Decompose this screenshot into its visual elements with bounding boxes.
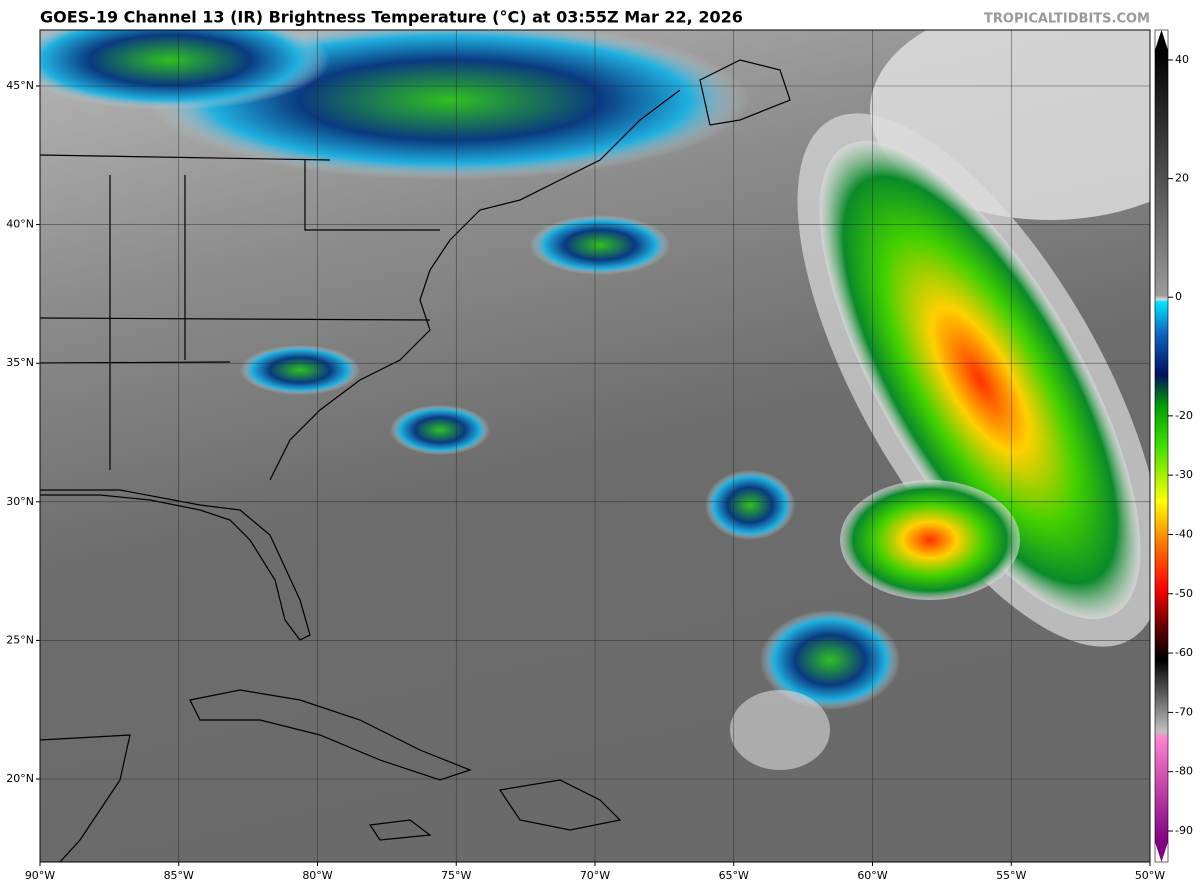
- lat-label: 40°N: [6, 218, 34, 231]
- lon-label: 75°W: [441, 869, 471, 882]
- colorbar-tick-label: -40: [1175, 527, 1193, 540]
- lat-label: 20°N: [6, 772, 34, 785]
- colorbar-tick-label: -90: [1175, 824, 1193, 837]
- lon-label: 80°W: [302, 869, 332, 882]
- lon-label: 90°W: [25, 869, 55, 882]
- lon-label: 85°W: [164, 869, 194, 882]
- lon-label: 65°W: [719, 869, 749, 882]
- colorbar-tick-label: 0: [1175, 290, 1182, 303]
- lat-label: 45°N: [6, 79, 34, 92]
- colorbar-tick-label: -30: [1175, 468, 1193, 481]
- colorbar-tick-label: 20: [1175, 172, 1189, 185]
- lon-label: 60°W: [857, 869, 887, 882]
- colorbar-tick-label: -80: [1175, 765, 1193, 778]
- colorbar-tick-label: -20: [1175, 409, 1193, 422]
- lat-label: 25°N: [6, 633, 34, 646]
- watermark: TROPICALTIDBITS.COM: [984, 12, 1150, 27]
- colorbar-tick-label: 40: [1175, 53, 1189, 66]
- colorbar: 40 20 0 -20 -30 -40 -50 -60 -70 -80 -90: [1154, 29, 1193, 863]
- lon-label: 55°W: [996, 869, 1026, 882]
- colorbar-extend: [1155, 30, 1168, 50]
- lon-label: 50°W: [1135, 869, 1165, 882]
- lat-label: 35°N: [6, 356, 34, 369]
- colorbar-tick-label: -50: [1175, 587, 1193, 600]
- colorbar-tick-label: -60: [1175, 646, 1193, 659]
- satellite-image: [40, 30, 1150, 862]
- colorbar-gradient: [1155, 50, 1168, 842]
- lat-label: 30°N: [6, 495, 34, 508]
- colorbar-extend: [1155, 842, 1168, 862]
- title: GOES-19 Channel 13 (IR) Brightness Tempe…: [40, 8, 743, 27]
- colorbar-frame: [1154, 29, 1169, 863]
- lon-label: 70°W: [580, 869, 610, 882]
- colorbar-tick-label: -70: [1175, 705, 1193, 718]
